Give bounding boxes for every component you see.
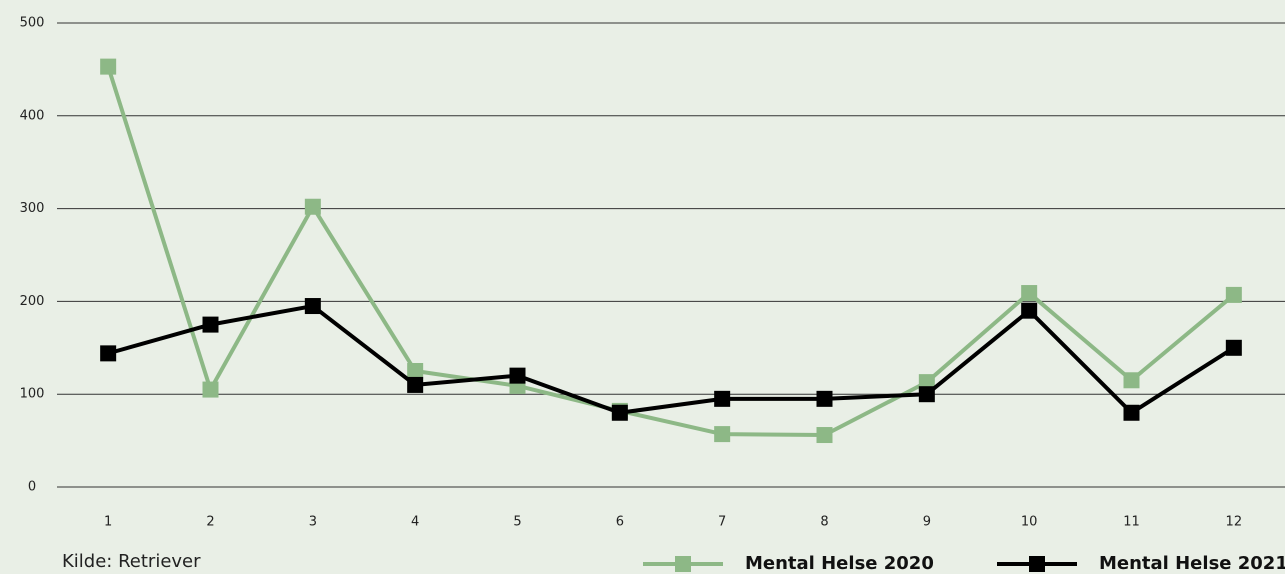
point-marker [1123,372,1140,389]
legend-marker [675,556,691,572]
legend-label: Mental Helse 2020 [745,553,934,574]
point-marker [1021,302,1038,319]
y-tick-label: 500 [20,16,45,31]
legend-label: Mental Helse 2021 [1099,553,1285,574]
point-marker [509,367,526,384]
x-tick-label: 8 [820,515,828,530]
point-marker [100,58,117,75]
y-tick-label: 200 [20,294,45,309]
point-marker [202,381,219,398]
point-marker [407,376,424,393]
x-tick-label: 12 [1226,515,1243,530]
point-marker [714,390,731,407]
point-marker [611,404,628,421]
x-tick-label: 1 [104,515,112,530]
x-tick-label: 10 [1021,515,1038,530]
point-marker [100,345,117,362]
point-marker [1225,286,1242,303]
x-tick-label: 5 [513,515,521,530]
point-marker [1225,339,1242,356]
x-tick-label: 2 [206,515,214,530]
x-tick-label: 4 [411,515,419,530]
point-marker [304,198,321,215]
point-marker [407,363,424,379]
point-marker [1021,285,1038,302]
point-marker [816,390,833,407]
point-marker [304,298,321,315]
x-tick-label: 6 [616,515,624,530]
point-marker [918,386,935,403]
point-marker [918,374,935,391]
x-tick-label: 7 [718,515,726,530]
x-tick-label: 3 [309,515,317,530]
point-marker [816,427,833,444]
y-tick-label: 400 [20,108,45,123]
point-marker [714,426,731,443]
y-tick-label: 0 [28,480,36,495]
y-tick-label: 300 [20,201,45,216]
point-marker [202,316,219,333]
point-marker [1123,404,1140,421]
series-line [107,304,1235,415]
source-note: Kilde: Retriever [62,551,201,572]
x-tick-label: 9 [923,515,931,530]
y-tick-label: 100 [20,387,45,402]
legend-marker [1029,556,1045,572]
series-line [106,66,1236,438]
x-tick-label: 11 [1123,515,1140,530]
